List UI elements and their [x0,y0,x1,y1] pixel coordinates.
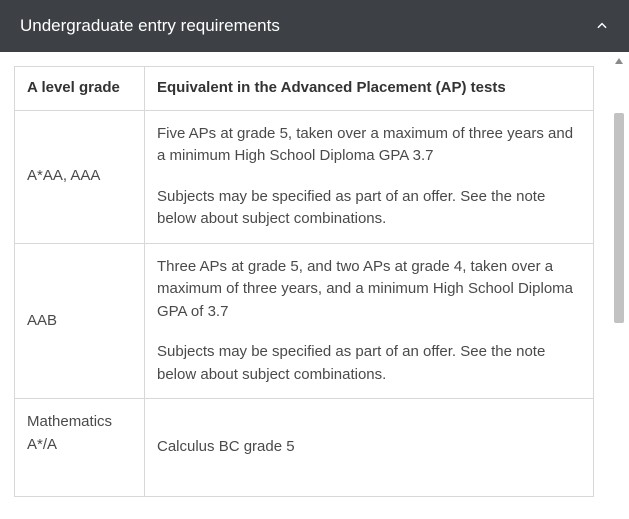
col-header-grade: A level grade [15,67,145,111]
scroll-up-arrow-icon[interactable] [611,53,627,69]
table-row: A*AA, AAA Five APs at grade 5, taken ove… [15,110,594,243]
cell-equiv: Three APs at grade 5, and two APs at gra… [145,243,594,399]
equiv-paragraph: Subjects may be specified as part of an … [157,186,581,231]
cell-equiv: Five APs at grade 5, taken over a maximu… [145,110,594,243]
equiv-paragraph: Three APs at grade 5, and two APs at gra… [157,256,581,324]
table-row: Mathematics A*/A Calculus BC grade 5 [15,399,594,497]
equiv-paragraph: Calculus BC grade 5 [157,436,581,459]
equiv-paragraph: Five APs at grade 5, taken over a maximu… [157,123,581,168]
scrollbar-thumb[interactable] [614,113,624,323]
accordion-header[interactable]: Undergraduate entry requirements [0,0,629,52]
requirements-table: A level grade Equivalent in the Advanced… [14,66,594,497]
scrollbar[interactable] [611,53,627,519]
table-row: AAB Three APs at grade 5, and two APs at… [15,243,594,399]
accordion-title: Undergraduate entry requirements [20,16,280,36]
chevron-up-icon [595,19,609,33]
cell-grade: A*AA, AAA [15,110,145,243]
col-header-equiv: Equivalent in the Advanced Placement (AP… [145,67,594,111]
cell-grade: AAB [15,243,145,399]
equiv-paragraph: Subjects may be specified as part of an … [157,341,581,386]
table-header-row: A level grade Equivalent in the Advanced… [15,67,594,111]
accordion-content: A level grade Equivalent in the Advanced… [0,52,609,518]
cell-equiv: Calculus BC grade 5 [145,399,594,497]
cell-grade: Mathematics A*/A [15,399,145,497]
